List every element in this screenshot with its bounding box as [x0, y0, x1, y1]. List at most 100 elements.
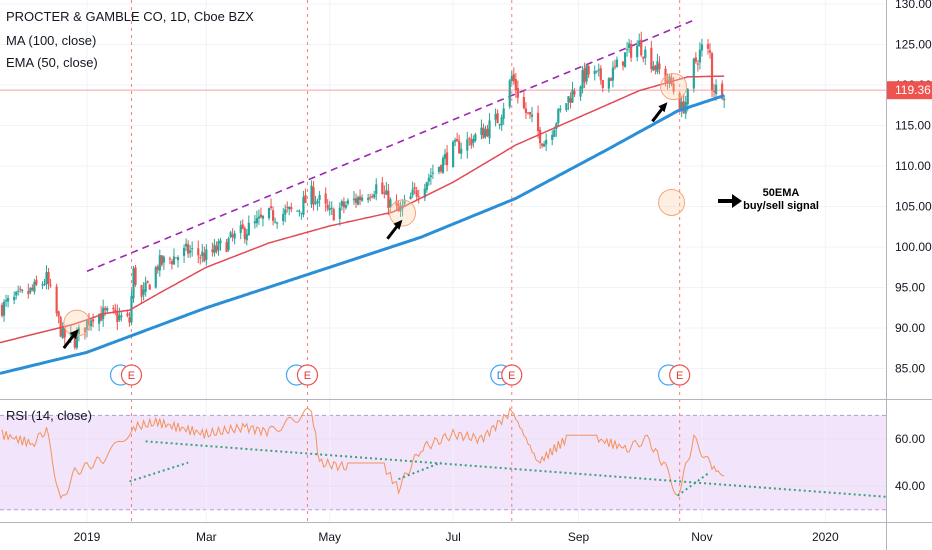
candle-body [318, 195, 321, 200]
last-price-label: 119.36 [895, 83, 931, 97]
candle-body [326, 204, 329, 209]
signal-circle [660, 73, 688, 101]
ma100-line [0, 94, 725, 375]
candle-body [415, 190, 418, 197]
price-axis-label: 85.00 [895, 362, 925, 376]
price-axis-label: 130.00 [895, 0, 932, 11]
last-price-tag [887, 81, 932, 100]
ema-legend: EMA (50, close) [6, 55, 98, 70]
candle-body [314, 202, 317, 204]
signal-arrow-shaft [386, 224, 399, 240]
candle-body [567, 96, 570, 103]
annotation-subtitle: buy/sell signal [743, 200, 819, 212]
candle-body [49, 284, 52, 286]
candle-body [83, 327, 87, 333]
candle-body [253, 221, 256, 224]
time-axis-label: 2019 [74, 530, 101, 544]
candle-body [114, 309, 117, 312]
candle-body [247, 222, 250, 236]
candle-body [352, 198, 356, 201]
earnings-marker [120, 364, 143, 386]
ema50-line [0, 75, 725, 344]
candle-body [219, 240, 222, 244]
candle-body [710, 53, 714, 91]
candle-body [19, 288, 22, 290]
earnings-marker-label: E [304, 370, 311, 382]
candle-body [613, 66, 617, 68]
candle-body [706, 44, 710, 49]
candle-body [360, 197, 364, 201]
candle-body [267, 208, 271, 219]
candle-body [555, 123, 558, 129]
candle-body [498, 124, 501, 126]
candle-body [445, 152, 449, 166]
candle-body [241, 224, 244, 229]
rsi-line [1, 406, 725, 500]
candle-body [128, 317, 131, 323]
candle-body [112, 307, 115, 309]
candle-body [2, 301, 6, 316]
candle-body [15, 291, 18, 296]
candle-body [17, 290, 20, 292]
candle-body [686, 89, 689, 105]
candle-body [75, 332, 78, 348]
candle-body [89, 320, 93, 327]
candle-body [508, 80, 511, 107]
candle-body [276, 222, 279, 224]
candle-body [642, 56, 645, 59]
time-axis-label: Sep [568, 530, 590, 544]
candle-body [543, 144, 546, 147]
candle-body [160, 255, 163, 265]
candle-body [528, 112, 532, 115]
candle-body [118, 315, 121, 321]
earnings-marker [501, 364, 523, 386]
candle-body [423, 188, 426, 198]
candle-body [227, 238, 230, 251]
candle-body [199, 257, 202, 259]
candle-body [324, 193, 327, 204]
candle-body [640, 39, 643, 56]
candle-body [35, 279, 38, 285]
candle-body [0, 304, 4, 316]
candle-body [21, 290, 24, 292]
candle-body [215, 246, 218, 252]
candle-body [658, 63, 661, 70]
candle-body [126, 313, 129, 316]
candle-body [344, 205, 348, 208]
price-axis-label: 105.00 [895, 200, 932, 214]
candle-body [116, 312, 119, 323]
candle-body [182, 247, 186, 256]
candle-body [409, 196, 412, 200]
candle-body [573, 91, 576, 95]
candle-body [512, 74, 515, 82]
candle-body [346, 200, 350, 204]
candle-body [502, 108, 505, 119]
candle-body [120, 315, 123, 317]
time-axis-label: Jul [445, 530, 460, 544]
candle-body [282, 213, 285, 222]
candle-body [615, 59, 619, 68]
candle-body [243, 228, 246, 239]
candle-body [45, 272, 48, 285]
candle-body [565, 103, 568, 111]
channel-trendline [86, 19, 695, 273]
signal-circle [658, 188, 686, 216]
candle-body [47, 272, 50, 285]
candle-body [680, 101, 683, 111]
candle-body [385, 190, 388, 195]
candle-body [480, 127, 483, 136]
candle-body [174, 257, 178, 259]
candle-body [387, 191, 390, 208]
candle-body [723, 98, 726, 101]
candle-body [176, 257, 180, 261]
candle-body [395, 200, 398, 206]
candle-body [189, 250, 192, 253]
candle-body [721, 83, 724, 99]
candle-body [599, 68, 602, 81]
candle-body [538, 129, 542, 144]
candle-body [559, 108, 562, 111]
candle-body [132, 268, 135, 299]
candle-body [650, 47, 653, 69]
candle-body [638, 40, 641, 47]
